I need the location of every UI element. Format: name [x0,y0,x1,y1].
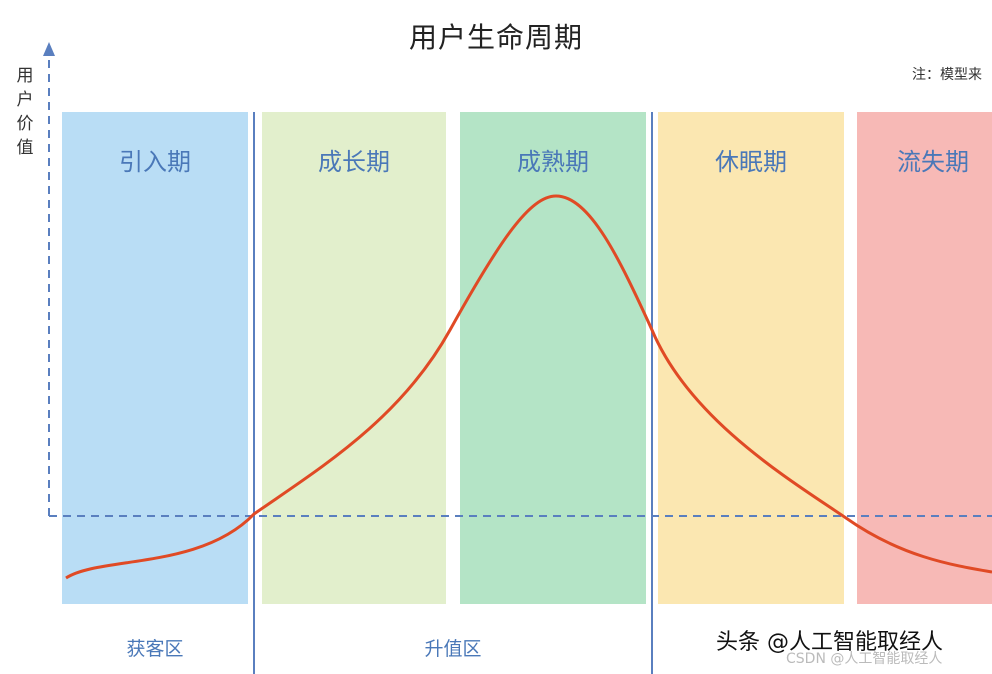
phase-label-introduction: 引入期 [119,148,191,176]
phase-label-churn: 流失期 [897,148,969,176]
watermark-toutiao: 头条 @人工智能取经人 [716,630,943,655]
note-text: 注：模型来 [912,67,982,83]
watermark-csdn: CSDN @人工智能取经人 [786,651,943,667]
phase-band-introduction [62,112,248,604]
phase-band-maturity [460,112,646,604]
zone-label-acquisition: 获客区 [126,638,184,660]
phase-label-maturity: 成熟期 [517,148,589,176]
phase-label-dormancy: 休眠期 [715,148,787,176]
phase-band-churn [857,112,992,604]
lifecycle-curve [65,194,992,580]
phase-label-growth: 成长期 [318,148,390,176]
y-axis-arrow [43,42,55,56]
zone-label-value-growth: 升值区 [424,638,482,660]
phase-band-dormancy [658,112,844,604]
y-axis-label: 用户价值 [16,66,34,158]
diagram-title: 用户生命周期 [408,21,583,54]
phase-band-growth [262,112,446,604]
